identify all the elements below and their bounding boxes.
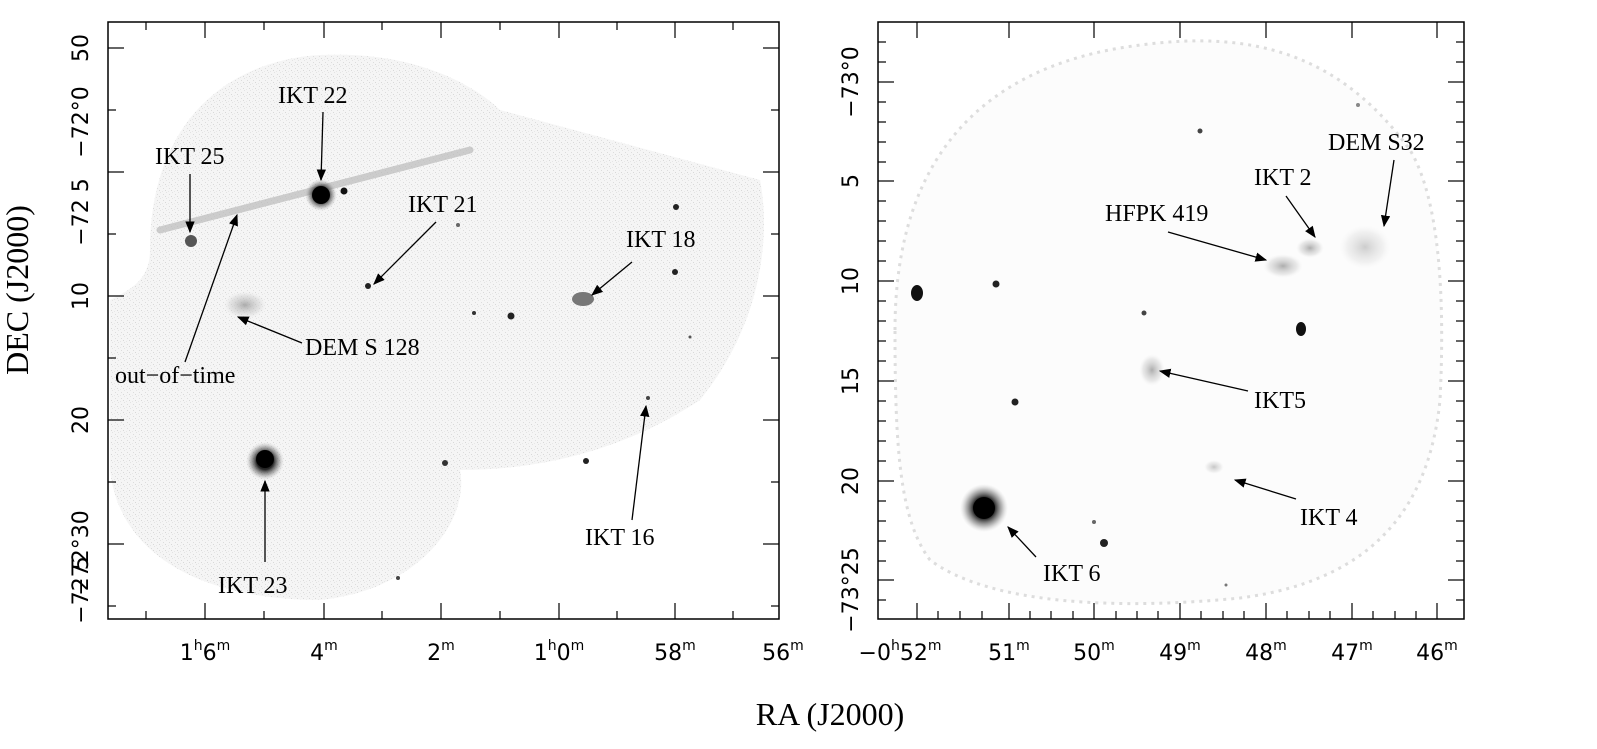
right-x-tick-labels: −0h52m 51m 50m 49m 48m 47m 46m	[859, 638, 1458, 666]
y-axis-title: DEC (J2000)	[0, 205, 35, 375]
label-outoftime: out−of−time	[115, 363, 235, 389]
left-exposure-field	[110, 54, 764, 600]
point-source	[1011, 398, 1019, 406]
label-ikt25: IKT 25	[155, 144, 225, 170]
x-tick-label: 49m	[1159, 638, 1201, 666]
left-x-tick-labels: 1h6m 4m 2m 1h0m 58m 56m	[180, 638, 804, 666]
x-tick-label: 46m	[1416, 638, 1458, 666]
arrow-ikt6	[1007, 526, 1037, 558]
point-source	[1296, 322, 1306, 336]
label-ikt21: IKT 21	[408, 192, 478, 218]
arrow-ikt5	[1158, 368, 1249, 392]
x-tick-label: 4m	[310, 638, 338, 666]
label-ikt5: IKT5	[1254, 388, 1306, 414]
arrow-dem128	[236, 316, 303, 344]
source-ikt4	[1204, 460, 1224, 474]
y-tick-label: 10	[69, 282, 94, 310]
point-source	[1100, 539, 1108, 547]
y-tick-label: −72 5	[69, 178, 94, 245]
y-tick-label: −72°30	[69, 510, 94, 595]
source-ikt25	[185, 235, 197, 247]
x-tick-label: 1h0m	[534, 638, 585, 666]
right-panel: −73°0 5 10 15 20 −73°25 −0h52m 51m 50m 4…	[839, 21, 1465, 666]
arrow-ikt21	[373, 221, 437, 285]
right-y-ticks	[878, 41, 1464, 601]
point-source	[583, 458, 589, 464]
left-y-ticks	[108, 47, 779, 607]
point-source	[646, 396, 650, 400]
point-source	[1141, 310, 1147, 316]
label-ikt6: IKT 6	[1043, 561, 1101, 587]
right-exposure-field	[893, 39, 1444, 606]
point-source	[1092, 520, 1096, 524]
arrow-ikt2	[1285, 195, 1316, 238]
label-hfpk419: HFPK 419	[1105, 201, 1208, 227]
x-tick-label: 47m	[1331, 638, 1373, 666]
arrow-ikt18	[591, 261, 633, 296]
point-source	[396, 576, 400, 580]
label-ikt18: IKT 18	[626, 227, 696, 253]
point-source	[672, 269, 678, 275]
label-ikt16: IKT 16	[585, 525, 655, 551]
point-source	[472, 311, 476, 315]
point-source	[1197, 128, 1203, 134]
x-tick-label: 58m	[654, 638, 696, 666]
x-tick-label: 50m	[1073, 638, 1115, 666]
y-tick-label: 10	[839, 267, 864, 295]
point-source	[688, 335, 692, 339]
left-plot-frame	[107, 21, 780, 620]
y-tick-label: −72 5	[69, 556, 94, 623]
source-dems32	[1339, 225, 1391, 269]
x-axis-title: RA (J2000)	[756, 696, 904, 732]
y-tick-label: 20	[69, 406, 94, 434]
label-dem128: DEM S 128	[305, 335, 420, 361]
source-ikt5	[1139, 354, 1165, 386]
x-tick-label: 48m	[1245, 638, 1287, 666]
arrow-outoftime	[184, 213, 238, 363]
point-source	[340, 187, 348, 195]
left-y-tick-labels: 50 −72°0 −72 5 10 20 −72°30 −72 5	[69, 34, 94, 624]
arrow-ikt22	[316, 111, 326, 182]
point-source	[442, 460, 448, 466]
arrow-ikt4	[1233, 478, 1297, 500]
label-ikt22: IKT 22	[278, 83, 348, 109]
y-tick-label: 15	[839, 367, 864, 395]
source-hfpk419	[1263, 254, 1303, 278]
arrow-hfpk419	[1167, 231, 1268, 262]
left-x-ticks	[145, 22, 734, 619]
label-ikt2: IKT 2	[1254, 165, 1312, 191]
y-tick-label: −73°0	[839, 46, 864, 117]
point-source	[365, 283, 371, 289]
source-dem128	[223, 291, 267, 319]
point-source	[456, 223, 460, 227]
y-tick-label: −72°0	[69, 86, 94, 157]
label-ikt23: IKT 23	[218, 573, 288, 599]
arrow-ikt16	[631, 404, 650, 521]
point-source	[1356, 103, 1360, 107]
y-tick-label: 5	[839, 174, 864, 188]
x-tick-label: 1h6m	[180, 638, 231, 666]
left-panel: 50 −72°0 −72 5 10 20 −72°30 −72 5 1h6m 4…	[69, 21, 804, 666]
source-ikt2	[1296, 238, 1324, 258]
x-tick-label: 51m	[988, 638, 1030, 666]
point-source	[673, 204, 679, 210]
arrow-dems32	[1380, 159, 1395, 228]
x-tick-label: 56m	[762, 638, 804, 666]
point-source	[992, 280, 1000, 288]
source-ikt18	[572, 292, 594, 306]
right-y-tick-labels: −73°0 5 10 15 20 −73°25	[839, 46, 864, 632]
point-source	[507, 312, 515, 320]
point-source	[1224, 583, 1228, 587]
x-tick-label: 2m	[427, 638, 455, 666]
label-dems32: DEM S32	[1328, 130, 1425, 156]
label-ikt4: IKT 4	[1300, 505, 1358, 531]
point-source	[911, 285, 923, 301]
x-tick-label: −0h52m	[859, 638, 942, 666]
right-x-ticks	[916, 22, 1438, 619]
y-tick-label: −73°25	[839, 547, 864, 632]
y-tick-label: 50	[69, 34, 94, 62]
y-tick-label: 20	[839, 467, 864, 495]
